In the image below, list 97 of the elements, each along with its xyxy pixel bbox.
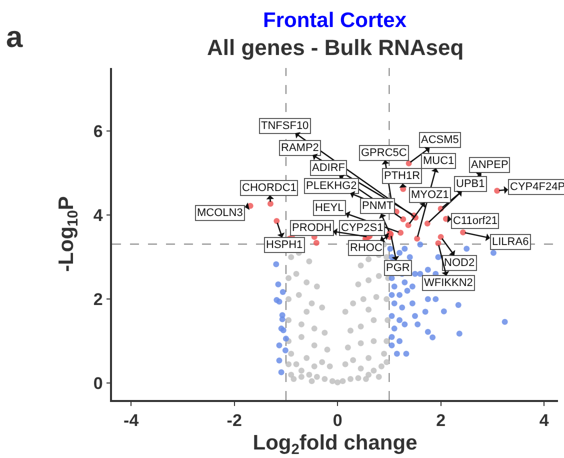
point <box>502 318 508 325</box>
point <box>432 296 439 302</box>
annotation: CYP2S1 <box>341 222 384 234</box>
x-tick-label: -4 <box>124 411 140 430</box>
annotation: HEYL <box>315 202 344 214</box>
x-axis-title: Log$_{2}$fold change <box>252 432 418 458</box>
annotation: C11orf21 <box>453 215 498 227</box>
point <box>402 279 408 286</box>
annotation: ADIRF <box>312 162 346 174</box>
point <box>279 316 286 322</box>
point <box>276 358 282 364</box>
y-tick-label: 2 <box>93 290 103 310</box>
annotation: ACSM5 <box>421 134 459 146</box>
point <box>460 229 466 236</box>
point <box>398 230 404 236</box>
point <box>396 292 403 298</box>
y-tick-label: 0 <box>93 374 103 394</box>
point <box>424 296 431 302</box>
point <box>399 304 406 311</box>
y-tick-label: 4 <box>93 206 104 226</box>
point <box>414 236 420 242</box>
point <box>409 300 416 306</box>
point <box>403 350 410 357</box>
point <box>438 234 444 240</box>
point <box>391 300 398 306</box>
point <box>455 302 462 308</box>
y-tick-label: 6 <box>93 122 103 141</box>
point <box>388 312 395 319</box>
annotation: NOD2 <box>444 257 475 269</box>
annotation: PRODH <box>292 222 332 234</box>
point <box>313 240 320 246</box>
point <box>422 308 428 315</box>
point <box>402 321 408 328</box>
point <box>424 266 431 273</box>
point <box>276 342 282 348</box>
point <box>424 220 430 226</box>
point <box>396 317 403 324</box>
point <box>267 200 274 207</box>
point <box>430 334 436 340</box>
annotation: RHOC <box>350 242 382 254</box>
point <box>280 288 286 295</box>
annotation: MCOLN3 <box>197 207 243 219</box>
point <box>406 254 413 260</box>
point <box>388 292 395 298</box>
point <box>388 342 395 348</box>
annotation: ANPEP <box>471 159 508 171</box>
annotation: UPB1 <box>456 178 485 190</box>
point <box>435 254 442 260</box>
point <box>394 350 400 357</box>
point <box>440 308 447 314</box>
point <box>275 281 282 288</box>
point <box>424 328 431 335</box>
chart-subtitle: All genes - Bulk RNAseq <box>207 35 464 60</box>
point <box>396 250 403 256</box>
point <box>273 261 280 268</box>
point <box>409 284 416 290</box>
point <box>387 246 394 252</box>
point <box>464 246 470 252</box>
point <box>494 188 500 194</box>
point <box>405 222 412 228</box>
annotation: HSPH1 <box>266 239 303 251</box>
point <box>414 321 421 328</box>
x-tick-label: 4 <box>539 411 550 430</box>
point <box>274 218 280 224</box>
point <box>412 270 418 277</box>
point <box>391 326 398 332</box>
point <box>435 240 442 246</box>
x-tick-label: 0 <box>332 411 342 430</box>
point <box>417 270 424 277</box>
point <box>412 312 418 319</box>
annotation: PLEKHG2 <box>306 180 357 192</box>
point <box>396 338 403 344</box>
point <box>282 347 288 354</box>
annotation: CHORDC1 <box>242 182 296 194</box>
point <box>456 330 462 337</box>
point <box>400 216 406 222</box>
annotation: RAMP2 <box>281 142 319 154</box>
x-tick-label: 2 <box>436 411 446 430</box>
point <box>282 336 289 342</box>
annotation: TNFSF10 <box>261 120 309 132</box>
annotation: WFIKKN2 <box>424 277 473 289</box>
annotation: PTH1R <box>384 170 420 182</box>
chart-title: Frontal Cortex <box>263 9 407 32</box>
point <box>276 298 282 305</box>
point <box>404 288 410 294</box>
point <box>402 246 408 252</box>
point <box>490 250 496 256</box>
x-tick-label: -2 <box>226 411 242 430</box>
annotation: LILRA6 <box>492 236 529 248</box>
annotation: GPRC5C <box>361 147 407 159</box>
point <box>391 284 398 290</box>
point <box>388 334 395 340</box>
annotation: MYOZ1 <box>411 189 449 201</box>
point <box>278 369 284 376</box>
annotation: MUC1 <box>423 155 454 167</box>
text: a <box>6 21 23 54</box>
point <box>417 242 424 248</box>
